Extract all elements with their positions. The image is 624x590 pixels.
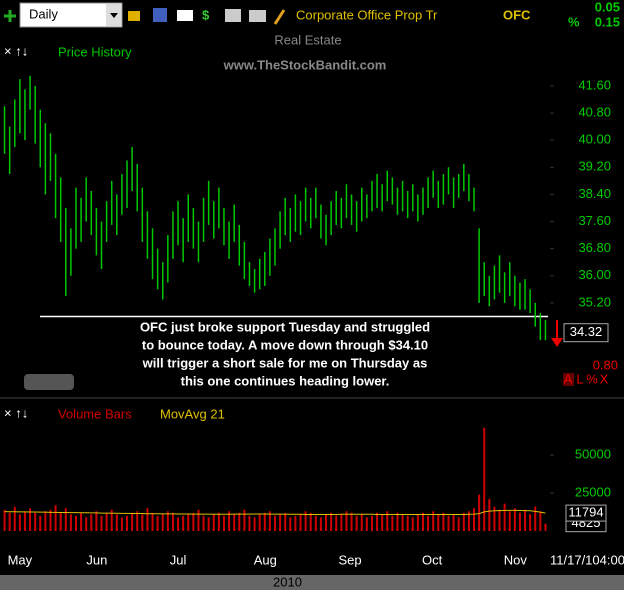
y-tick-label: 25000 [575,484,611,499]
annotation-line: this one continues heading lower. [181,373,390,388]
side-value: 0.80 [593,357,618,372]
scroll-button[interactable] [24,374,74,390]
last-price-box [563,323,609,343]
year: 2010 [273,574,302,589]
annotation: OFC just broke support Tuesday and strug… [140,319,430,388]
dropdown-arrow [110,13,118,18]
pct-change: 0.15 [595,14,620,29]
interval-select[interactable] [19,2,123,28]
timestamp: 11/17/104:00PM [550,552,624,567]
y-tick-label: 39.20 [578,159,611,174]
symbol: OFC [503,7,531,22]
y-tick-label: 40.80 [578,104,611,119]
y-tick-label: 40.00 [578,132,611,147]
x-tick-label: Oct [422,552,443,567]
print-icon[interactable] [225,9,241,22]
moving-average [4,509,546,515]
down-arrow-head [551,338,563,347]
y-tick-label: 36.80 [578,240,611,255]
annotation-line: to bounce today. A move down through $34… [142,337,428,352]
legend-entry: MovAvg 21 [160,406,225,421]
pencil-icon[interactable] [273,9,286,25]
x-tick-label: Nov [504,552,528,567]
last-value-box [565,504,607,522]
last-price: 34.32 [570,324,603,339]
legend-entry: Volume Bars [58,406,132,421]
mail-icon[interactable] [177,10,193,21]
website: www.TheStockBandit.com [223,57,387,72]
y-tick-label: 50000 [575,447,611,462]
annotation-line: OFC just broke support Tuesday and strug… [140,319,430,334]
y-tick-label: 38.40 [578,186,611,201]
lock-icon[interactable] [128,11,140,21]
x-tick-label: Jun [86,552,107,567]
side-control: L [576,371,583,386]
card-icon[interactable] [249,10,266,22]
add-icon[interactable] [4,10,16,22]
interval-label: Daily [29,6,58,21]
sector: Real Estate [274,32,341,47]
company-name: Corporate Office Prop Tr [296,7,438,22]
year-bar [0,575,624,590]
x-tick-label: Aug [254,552,277,567]
save-icon[interactable] [153,8,167,22]
y-tick-label: 41.60 [578,77,611,92]
toolbar: Daily $ Corporate Office Prop Tr OFC 0.0… [4,0,620,29]
change: 0.05 [595,0,620,14]
x-tick-label: May [8,552,33,567]
side-control: X [600,371,609,386]
dollar-icon[interactable]: $ [202,7,210,22]
y-tick-label: 37.60 [578,213,611,228]
x-tick-label: Jul [170,552,187,567]
side-control: A [564,371,573,386]
panel-controls[interactable]: × ↑↓ [4,405,28,420]
pct-sign: % [568,14,580,29]
y-tick-label: 35.20 [578,294,611,309]
x-tick-label: Sep [338,552,361,567]
alert-box[interactable] [563,373,574,386]
panel-controls[interactable]: × ↑↓ [4,43,28,58]
y-tick-label: 36.00 [578,267,611,282]
last-value: 11794 [568,505,603,520]
legend-entry: Price History [58,44,132,59]
annotation-line: will trigger a short sale for me on Thur… [142,355,428,370]
side-control: % [586,371,598,386]
